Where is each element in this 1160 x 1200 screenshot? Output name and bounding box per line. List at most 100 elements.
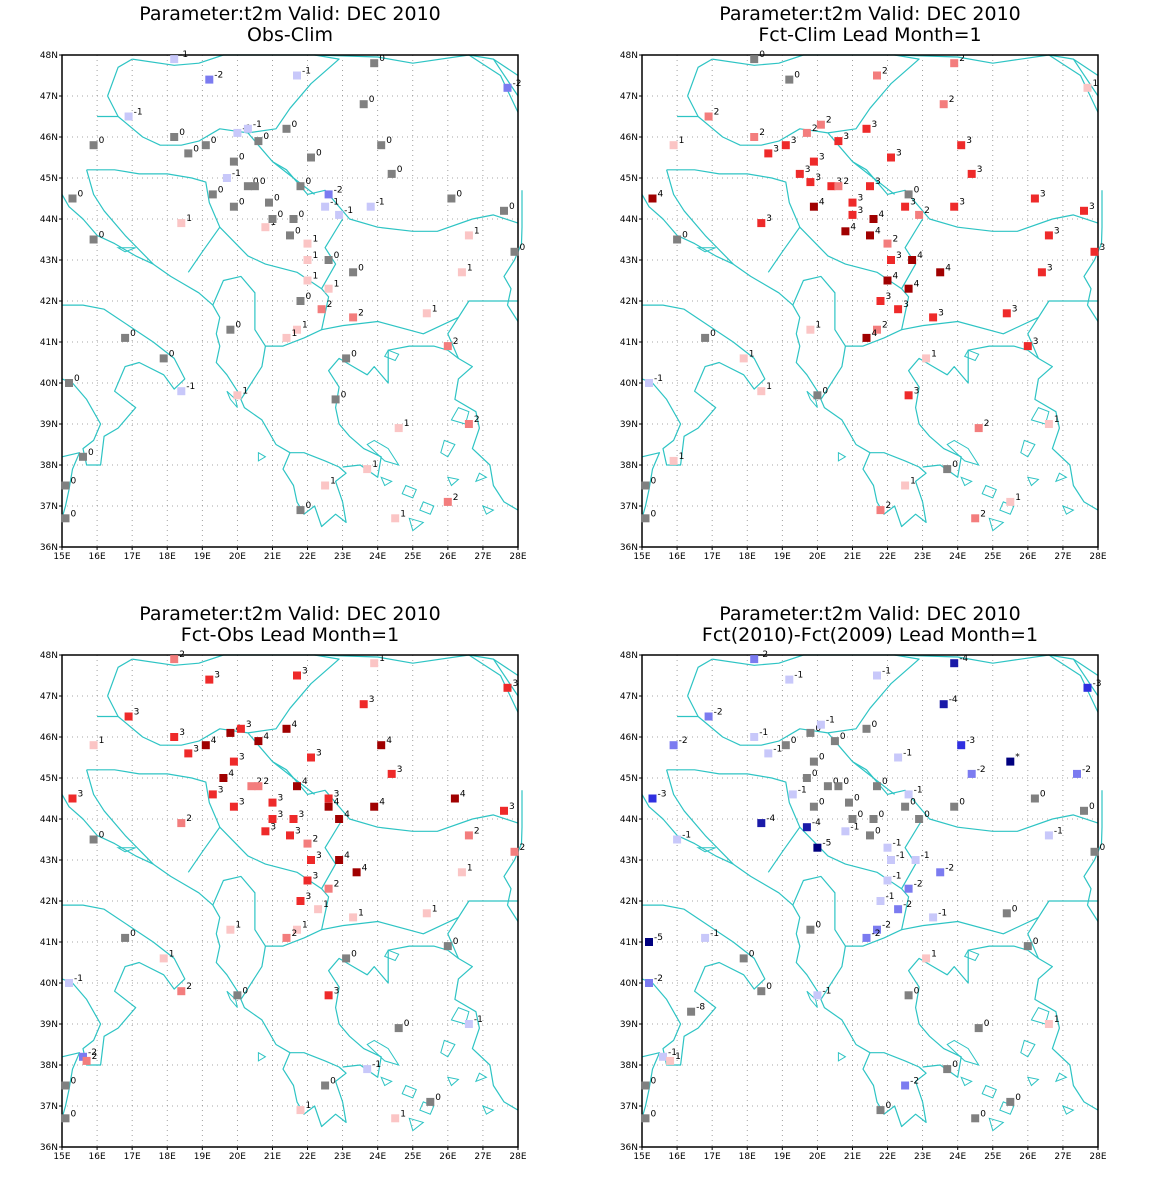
- station-value-label: 0: [369, 95, 375, 105]
- coastline: [61, 304, 186, 466]
- island-outline: [1020, 439, 1036, 458]
- station-value-label: 2: [263, 777, 269, 787]
- station-marker: [366, 202, 375, 211]
- station-value-label: 0: [386, 136, 392, 146]
- station-value-label: 4: [917, 251, 923, 261]
- coastline: [908, 945, 1099, 1111]
- station-value-label: 0: [341, 390, 347, 400]
- station-value-label: 0: [239, 198, 245, 208]
- station-value-label: 2: [826, 116, 832, 126]
- x-tick-label: 27E: [1054, 552, 1071, 562]
- station-marker: [303, 239, 312, 248]
- station-value-label: 0: [351, 349, 357, 359]
- station-marker: [1044, 831, 1053, 840]
- station-value-label: -1: [344, 206, 353, 216]
- station-marker: [208, 790, 217, 799]
- station-marker: [321, 202, 330, 211]
- station-marker: [233, 128, 242, 137]
- station-value-label: 1: [1015, 493, 1021, 503]
- station-marker: [177, 219, 186, 228]
- station-marker: [335, 210, 344, 219]
- x-tick-label: 18E: [159, 1152, 176, 1162]
- station-value-label: 0: [520, 243, 526, 253]
- station-marker: [426, 1097, 435, 1106]
- y-tick-label: 37N: [40, 502, 58, 512]
- x-tick-label: 26E: [439, 1152, 456, 1162]
- station-marker: [757, 387, 766, 396]
- station-marker: [293, 671, 301, 680]
- coastline: [1027, 917, 1039, 959]
- y-tick-label: 48N: [40, 651, 58, 661]
- station-marker: [901, 802, 910, 811]
- station-marker: [68, 194, 77, 203]
- station-value-label: 1: [313, 235, 319, 245]
- coastline: [894, 54, 1099, 97]
- station-value-label: 3: [239, 798, 245, 808]
- station-value-label: 1: [815, 321, 821, 331]
- x-tick-label: 26E: [1019, 552, 1036, 562]
- station-marker: [65, 379, 73, 387]
- station-value-label: 0: [651, 509, 657, 519]
- station-value-label: 1: [358, 908, 364, 918]
- station-marker: [229, 157, 238, 166]
- x-tick-label: 27E: [474, 552, 491, 562]
- station-marker: [1083, 683, 1092, 692]
- x-tick-label: 25E: [984, 1152, 1001, 1162]
- station-marker: [324, 190, 333, 199]
- station-marker: [806, 178, 815, 187]
- y-tick-label: 44N: [620, 815, 638, 825]
- station-marker: [904, 190, 913, 199]
- y-tick-label: 41N: [40, 938, 58, 948]
- coastline: [666, 169, 734, 265]
- station-marker: [939, 700, 948, 709]
- station-value-label: -1: [474, 1015, 483, 1025]
- station-value-label: 0: [1012, 904, 1018, 914]
- station-value-label: 0: [316, 149, 322, 159]
- y-tick-label: 42N: [40, 897, 58, 907]
- station-marker: [1083, 83, 1092, 92]
- island-outline: [988, 1117, 1005, 1132]
- panel-title: Parameter:t2m Valid: DEC 2010: [719, 3, 1021, 25]
- station-marker: [806, 325, 815, 334]
- station-marker: [950, 202, 959, 211]
- y-tick-label: 38N: [40, 1061, 58, 1071]
- station-marker: [848, 198, 857, 207]
- island-outline: [226, 390, 238, 408]
- island-outline: [837, 1051, 847, 1062]
- coastline: [827, 54, 920, 134]
- station-marker: [830, 737, 839, 746]
- station-value-label: 1: [467, 263, 473, 273]
- station-value-label: 0: [959, 798, 965, 808]
- station-value-label: 2: [984, 419, 990, 429]
- station-marker: [739, 354, 748, 363]
- coastline: [86, 769, 221, 873]
- y-tick-label: 36N: [40, 1143, 58, 1153]
- station-value-label: 2: [179, 650, 185, 660]
- station-marker: [1002, 309, 1011, 318]
- island-outline: [963, 349, 980, 362]
- station-marker: [286, 231, 294, 240]
- station-value-label: 0: [239, 153, 245, 163]
- station-marker: [971, 514, 980, 523]
- station-value-label: -4: [959, 654, 968, 664]
- station-value-label: 1: [306, 1101, 312, 1111]
- station-marker: [1037, 268, 1046, 277]
- y-tick-label: 47N: [620, 92, 638, 102]
- station-marker: [971, 1114, 980, 1123]
- station-marker: [293, 782, 301, 791]
- station-marker: [915, 815, 924, 823]
- station-value-label: 0: [886, 1101, 892, 1111]
- station-marker: [883, 239, 892, 248]
- station-value-label: -3: [966, 736, 975, 746]
- station-marker: [1090, 247, 1099, 256]
- coastline: [503, 790, 523, 922]
- station-value-label: 0: [179, 128, 185, 138]
- station-marker: [1006, 757, 1015, 766]
- coastline: [132, 654, 315, 666]
- station-marker: [802, 823, 811, 832]
- station-marker: [869, 815, 878, 823]
- station-marker: [950, 802, 959, 811]
- station-value-label: 0: [822, 386, 828, 396]
- station-marker: [314, 905, 323, 914]
- station-marker: [785, 675, 794, 684]
